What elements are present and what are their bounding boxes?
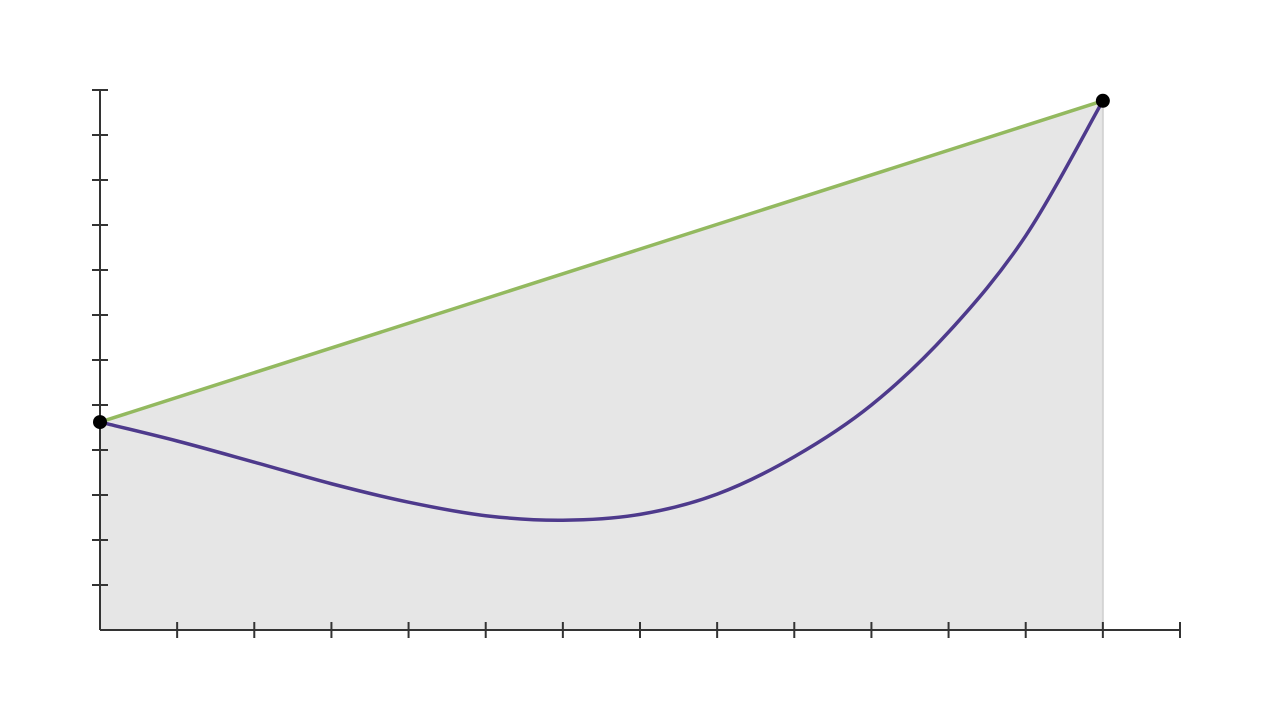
- shaded-region: [100, 100, 1103, 631]
- end-point: [1095, 93, 1110, 108]
- function-curve: [99, 99, 1105, 522]
- start-point: [93, 415, 107, 430]
- secant-line: [99, 99, 1104, 424]
